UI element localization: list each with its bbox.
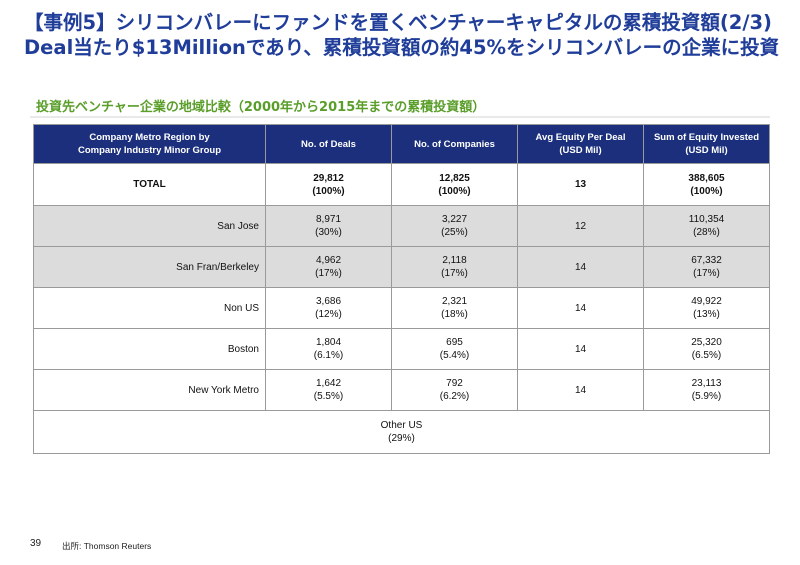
deals-cell: 4,962 (17%) — [265, 246, 392, 288]
companies-cell: 695 (5.4%) — [391, 328, 518, 370]
header-sum-equity: Sum of Equity Invested (USD Mil) — [643, 124, 770, 164]
title-line-1: 【事例5】シリコンバレーにファンドを置くベンチャーキャピタルの累積投資額(2/3… — [24, 11, 772, 34]
table-row: New York Metro 1,642 (5.5%) 792 (6.2%) 14 … — [33, 369, 770, 411]
deals-cell: 1,642 (5.5%) — [265, 369, 392, 411]
table-row-other-us: Other US (29%) — [33, 410, 770, 454]
sum-equity-cell: 49,922 (13%) — [643, 287, 770, 329]
header-region: Company Metro Region by Company Industry… — [33, 124, 266, 164]
header-companies: No. of Companies — [391, 124, 518, 164]
header-deals: No. of Deals — [265, 124, 392, 164]
table-row: Non US 3,686 (12%) 2,321 (18%) 14 49,922 (1… — [33, 287, 770, 329]
other-us-cell: Other US (29%) — [33, 410, 770, 454]
region-cell: San Jose — [33, 205, 266, 247]
table-row: San Jose 8,971 (30%) 3,227 (25%) 12 110,35… — [33, 205, 770, 247]
region-cell: San Fran/Berkeley — [33, 246, 266, 288]
deals-cell: 29,812 (100%) — [265, 163, 392, 206]
sum-equity-cell: 67,332 (17%) — [643, 246, 770, 288]
region-cell: Non US — [33, 287, 266, 329]
avg-equity-cell: 13 — [517, 163, 644, 206]
subtitle-divider — [30, 116, 770, 118]
deals-cell: 3,686 (12%) — [265, 287, 392, 329]
table-row: San Fran/Berkeley 4,962 (17%) 2,118 (17%) … — [33, 246, 770, 288]
sum-equity-cell: 25,320 (6.5%) — [643, 328, 770, 370]
title-line-2: Deal当たり$13Millionであり、累積投資額の約45%をシリコンバレーの… — [24, 36, 780, 59]
deals-cell: 1,804 (6.1%) — [265, 328, 392, 370]
header-avg-equity: Avg Equity Per Deal (USD Mil) — [517, 124, 644, 164]
companies-cell: 792 (6.2%) — [391, 369, 518, 411]
deals-cell: 8,971 (30%) — [265, 205, 392, 247]
table-row-total: TOTAL 29,812 (100%) 12,825 (100%) 13 388,6… — [33, 163, 770, 206]
sum-equity-cell: 23,113 (5.9%) — [643, 369, 770, 411]
avg-equity-cell: 14 — [517, 328, 644, 370]
page-title: 【事例5】シリコンバレーにファンドを置くベンチャーキャピタルの累積投資額(2/3… — [24, 10, 784, 60]
page-number: 39 — [30, 538, 42, 549]
companies-cell: 12,825 (100%) — [391, 163, 518, 206]
avg-equity-cell: 14 — [517, 287, 644, 329]
avg-equity-cell: 14 — [517, 246, 644, 288]
region-cell: New York Metro — [33, 369, 266, 411]
region-cell: Boston — [33, 328, 266, 370]
avg-equity-cell: 14 — [517, 369, 644, 411]
region-cell: TOTAL — [33, 163, 266, 206]
companies-cell: 2,321 (18%) — [391, 287, 518, 329]
source-note: 出所: Thomson Reuters — [62, 541, 152, 551]
avg-equity-cell: 12 — [517, 205, 644, 247]
section-subtitle: 投資先ベンチャー企業の地域比較（2000年から2015年までの累積投資額） — [36, 100, 486, 115]
companies-cell: 2,118 (17%) — [391, 246, 518, 288]
region-comparison-table: Company Metro Region by Company Industry… — [33, 124, 770, 454]
sum-equity-cell: 388,605 (100%) — [643, 163, 770, 206]
table-header-row: Company Metro Region by Company Industry… — [33, 124, 770, 164]
sum-equity-cell: 110,354 (28%) — [643, 205, 770, 247]
companies-cell: 3,227 (25%) — [391, 205, 518, 247]
table-row: Boston 1,804 (6.1%) 695 (5.4%) 14 25,320 (6… — [33, 328, 770, 370]
